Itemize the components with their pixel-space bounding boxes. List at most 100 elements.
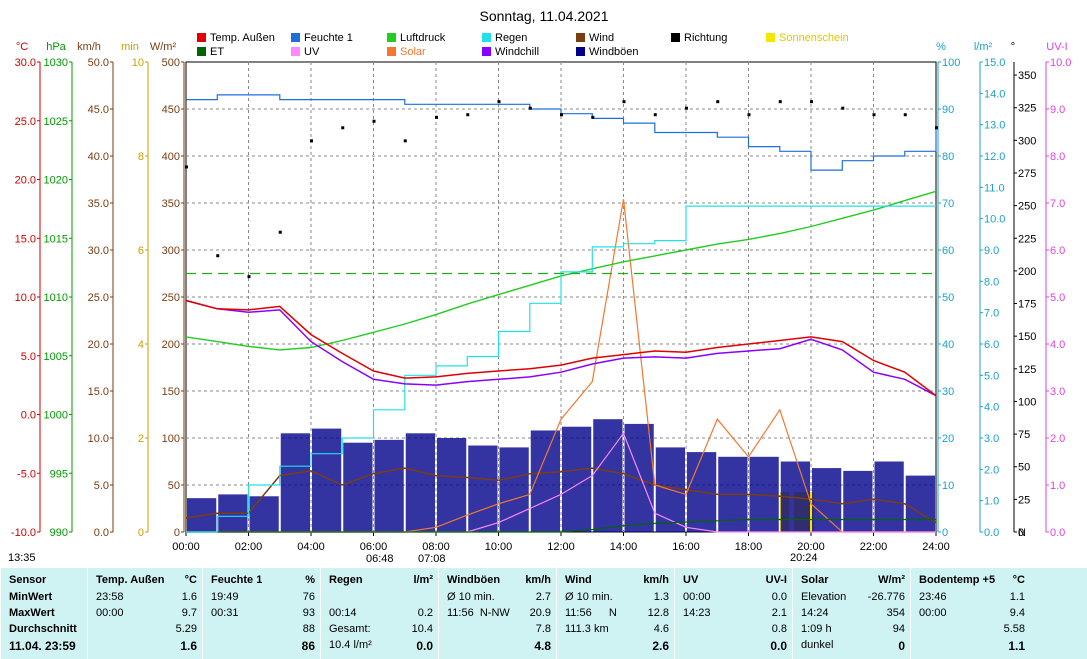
uv-tick-label: 3.0 (1050, 386, 1065, 398)
summary-cell: N-NW (479, 607, 510, 619)
summary-cell: 1:09 h (801, 623, 832, 635)
wind-tick-label: 45.0 (88, 104, 109, 116)
weather-chart: Sonntag, 11.04.2021 Temp. Außen Feuchte 1… (8, 8, 1071, 565)
direction-point (935, 126, 938, 130)
gust-bar (874, 461, 904, 532)
temp-tick-label: 20.0 (15, 175, 36, 187)
summary-cell: 111.3 km (565, 623, 609, 635)
time-tick-label: 16:00 (672, 541, 700, 553)
summary-col-header: Feuchte 1% (211, 574, 315, 586)
wind-tick-label: 10.0 (88, 433, 109, 445)
summary-row: 0.0 (683, 639, 787, 654)
summary-cell: 00:31 (211, 607, 239, 619)
summary-col-soil: Bodentemp +5 °C 23:46 1.1 00:00 9.4 5.58 1.1 (910, 568, 1031, 659)
legend-label: Richtung (684, 32, 727, 44)
pressure-tick-label: 1000 (44, 410, 68, 422)
humidity-tick-label: 80 (942, 151, 954, 163)
summary-cell: 11:56 (447, 607, 474, 619)
summary-cell: 00:00 (919, 607, 947, 619)
radiation-tick-label: 400 (162, 151, 180, 163)
uv-tick-label: 6.0 (1050, 245, 1065, 257)
legend-label: Feuchte 1 (304, 32, 353, 44)
summary-cell: 88 (302, 623, 315, 635)
legend-swatch (197, 33, 206, 42)
time-tick-label: 24:00 (922, 541, 950, 553)
legend-swatch (387, 33, 396, 42)
radiation-tick-label: 350 (162, 198, 180, 210)
summary-cell: 9.7 (181, 607, 197, 619)
summary-cell: dunkel (801, 639, 834, 651)
summary-cell: 11:56 (565, 607, 592, 619)
legend-label: Windchill (495, 46, 539, 58)
summary-col-humidity: Feuchte 1% 19:49 76 00:31 93 88 86 (202, 568, 321, 659)
temp-tick-label: -10.0 (11, 527, 36, 539)
gust-bar (499, 447, 529, 532)
humidity-tick-label: 90 (942, 104, 954, 116)
summary-row: 88 (211, 623, 315, 638)
temp-tick-label: -5.0 (17, 468, 36, 480)
summary-col-header: Regen l/m² (329, 574, 433, 586)
humidity-tick-label: 30 (942, 386, 954, 398)
rain-tick-label: 1.0 (984, 496, 999, 508)
direction-tick-label: 100 (1018, 396, 1036, 408)
pressure-tick-label: 1010 (44, 292, 68, 304)
summary-row: Ø 10 min. 1.3 (565, 591, 669, 606)
direction-point (622, 100, 626, 104)
minutes-tick-label: 4 (138, 339, 144, 351)
summary-row: 00:00 9.7 (96, 607, 197, 622)
series-line (186, 94, 937, 171)
minutes-tick-label: 0 (138, 527, 144, 539)
summary-cell: 0.0 (770, 639, 787, 653)
direction-point (466, 113, 470, 117)
summary-row: 5.58 (919, 623, 1025, 638)
summary-col-unit: km/h (643, 574, 669, 586)
rain-tick-label: 5.0 (984, 370, 999, 382)
temp-tick-label: 10.0 (15, 292, 36, 304)
radiation-tick-label: 50 (168, 480, 180, 492)
direction-tick-label: N (1018, 527, 1026, 539)
wind-tick-label: 35.0 (88, 198, 109, 210)
summary-col-header: Wind km/h (565, 574, 669, 586)
rain-tick-label: 6.0 (984, 339, 999, 351)
summary-cell: 0.8 (771, 623, 787, 635)
legend-label: ET (210, 46, 224, 58)
direction-tick-label: 25 (1018, 494, 1030, 506)
summary-cell: 12.8 (647, 607, 669, 619)
summary-col-header: Bodentemp +5 °C (919, 574, 1025, 586)
summary-cell: 1.6 (180, 639, 197, 653)
direction-tick-label: 150 (1018, 331, 1036, 343)
summary-col-sensor: Sensor MinWert MaxWert Durchschnitt 11.04. 2… (0, 568, 88, 659)
legend-swatch (576, 47, 585, 56)
summary-row: 1.6 (96, 639, 197, 654)
wind-tick-label: 30.0 (88, 245, 109, 257)
wind-tick-label: 0.0 (94, 527, 109, 539)
summary-cell: Ø 10 min. (447, 591, 495, 603)
pressure-tick-label: 1030 (44, 57, 68, 69)
summary-label: MinWert (9, 591, 53, 603)
humidity-tick-label: 70 (942, 198, 954, 210)
pressure-tick-label: 1020 (44, 175, 68, 187)
direction-point (560, 113, 563, 117)
series-line (185, 299, 937, 397)
legend-swatch (291, 33, 300, 42)
legend-label: Luftdruck (400, 32, 446, 44)
gust-bar (437, 438, 467, 532)
temp-tick-label: 25.0 (15, 116, 36, 128)
summary-col-rain: Regen l/m² 00:14 0.2 Gesamt: 10.4 10.4 l/m² 0.0 (320, 568, 439, 659)
summary-cell: 10.4 l/m² (329, 639, 372, 651)
summary-col-unit: °C (1012, 574, 1025, 586)
summary-row-label: MinWert (9, 591, 82, 606)
summary-cell: 93 (302, 607, 315, 619)
summary-row: 14:24 354 (801, 607, 905, 622)
minutes-tick-label: 8 (138, 151, 144, 163)
legend-swatch (482, 47, 491, 56)
time-tick-label: 00:00 (172, 541, 200, 553)
direction-point (716, 100, 720, 104)
direction-point (278, 230, 282, 234)
summary-label: Durchschnitt (9, 623, 77, 635)
direction-tick-label: 350 (1018, 70, 1036, 82)
summary-row: 00:31 93 (211, 607, 315, 622)
summary-row: 00:14 0.2 (329, 607, 433, 622)
uv-tick-label: 1.0 (1050, 480, 1065, 492)
rain-tick-label: 3.0 (984, 433, 999, 445)
